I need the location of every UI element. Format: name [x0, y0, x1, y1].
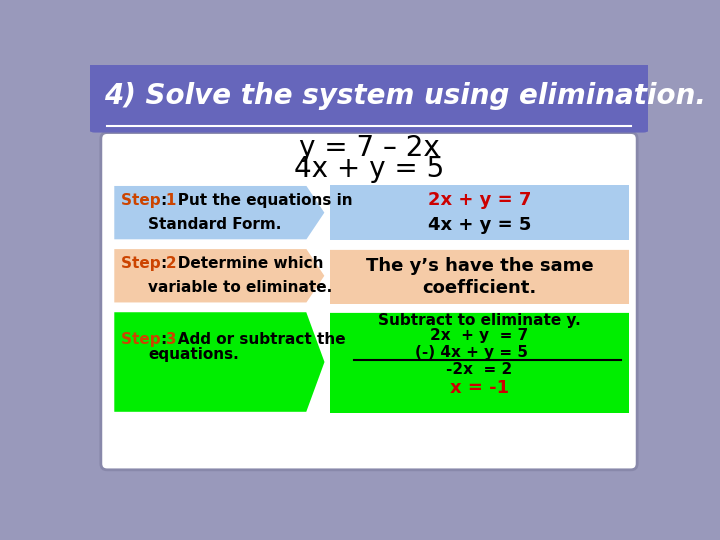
- Text: The y’s have the same: The y’s have the same: [366, 257, 593, 275]
- FancyBboxPatch shape: [87, 62, 651, 132]
- FancyBboxPatch shape: [330, 185, 629, 240]
- Text: Step 1: Step 1: [121, 193, 176, 208]
- Text: 4x + y = 5: 4x + y = 5: [294, 155, 444, 183]
- Text: variable to eliminate.: variable to eliminate.: [148, 280, 333, 295]
- Text: y = 7 – 2x: y = 7 – 2x: [299, 134, 439, 162]
- Text: Subtract to eliminate y.: Subtract to eliminate y.: [378, 313, 581, 328]
- Text: 4x + y = 5: 4x + y = 5: [428, 216, 531, 234]
- Polygon shape: [113, 311, 325, 413]
- FancyBboxPatch shape: [101, 132, 637, 470]
- FancyBboxPatch shape: [86, 60, 652, 485]
- Text: 2x + y = 7: 2x + y = 7: [428, 192, 531, 210]
- Polygon shape: [113, 248, 325, 303]
- Text: Standard Form.: Standard Form.: [148, 217, 282, 232]
- Text: :  Determine which: : Determine which: [161, 256, 324, 271]
- Text: :  Add or subtract the: : Add or subtract the: [161, 332, 346, 347]
- FancyBboxPatch shape: [330, 248, 629, 303]
- Text: coefficient.: coefficient.: [423, 279, 536, 297]
- Text: 2x  + y  = 7: 2x + y = 7: [431, 328, 528, 343]
- Text: 4) Solve the system using elimination.: 4) Solve the system using elimination.: [104, 83, 706, 110]
- Text: equations.: equations.: [148, 347, 239, 362]
- Polygon shape: [113, 185, 325, 240]
- Text: Step 3: Step 3: [121, 332, 176, 347]
- Text: :  Put the equations in: : Put the equations in: [161, 193, 353, 208]
- Text: x = -1: x = -1: [450, 379, 509, 397]
- Text: (-) 4x + y = 5: (-) 4x + y = 5: [415, 345, 528, 360]
- Text: -2x  = 2: -2x = 2: [446, 362, 513, 377]
- FancyBboxPatch shape: [330, 311, 629, 413]
- Text: Step 2: Step 2: [121, 256, 176, 271]
